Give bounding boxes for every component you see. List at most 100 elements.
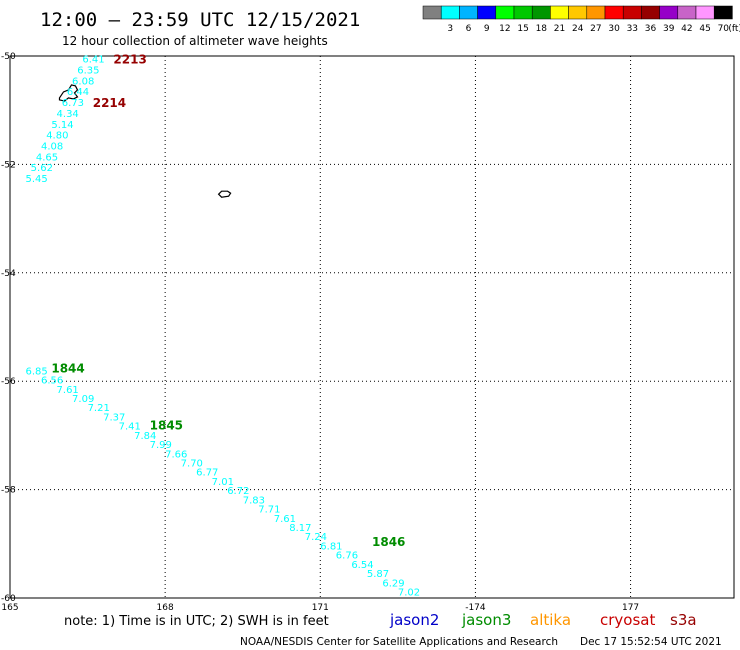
scale-swatch xyxy=(604,5,624,20)
swh-value-label: 7.21 xyxy=(88,403,110,414)
swh-value-label: 4.34 xyxy=(57,109,79,120)
plot-area: 165 168 171 -174 177-50-52-54-56-58-606.416.… xyxy=(1,52,735,613)
swh-value-label: 7.71 xyxy=(258,505,280,516)
scale-tick-label: 9 xyxy=(484,24,490,34)
time-label: 1844 xyxy=(51,362,84,376)
legend-jason2: jason2 xyxy=(389,611,439,629)
scale-swatch xyxy=(422,5,442,20)
footer-timestamp: Dec 17 15:52:54 UTC 2021 xyxy=(580,636,722,648)
swh-value-label: 7.61 xyxy=(57,385,79,396)
time-label: 2213 xyxy=(113,53,146,67)
scale-tick-label: 21 xyxy=(554,24,565,34)
scale-swatch xyxy=(513,5,533,20)
satellite-legend: jason2 jason3 altika cryosat s3a xyxy=(389,611,697,629)
scale-tick-label: 18 xyxy=(536,24,548,34)
legend-altika: altika xyxy=(530,611,571,629)
swh-value-label: 4.65 xyxy=(36,152,58,163)
scale-swatch xyxy=(440,5,460,20)
swh-value-label: 7.37 xyxy=(103,412,125,423)
swh-value-label: 7.02 xyxy=(398,587,420,598)
scale-tick-label: 33 xyxy=(627,24,638,34)
scale-swatch xyxy=(568,5,588,20)
scale-swatch xyxy=(622,5,642,20)
swh-value-label: 5.62 xyxy=(31,163,53,174)
time-label: 1845 xyxy=(150,419,183,433)
swh-value-label: 7.61 xyxy=(274,514,296,525)
footer: note: 1) Time is in UTC; 2) SWH is in fe… xyxy=(64,611,722,648)
scale-swatch xyxy=(586,5,606,20)
scale-tick-label: 6 xyxy=(466,24,472,34)
swh-value-label: 5.87 xyxy=(367,569,389,580)
scale-tick-label: 42 xyxy=(681,24,692,34)
legend-s3a: s3a xyxy=(670,611,697,629)
scale-swatch xyxy=(550,5,569,20)
swh-value-label: 6.85 xyxy=(26,366,48,377)
scale-swatch xyxy=(531,5,551,20)
swh-value-label: 7.84 xyxy=(134,431,156,442)
y-tick-label: -50 xyxy=(1,52,16,62)
scale-swatch xyxy=(677,5,697,20)
scale-swatch xyxy=(495,5,515,20)
time-label: 2214 xyxy=(93,96,126,110)
scale-swatch xyxy=(641,5,660,20)
scale-swatch xyxy=(459,5,478,20)
swh-value-label: 7.24 xyxy=(305,532,327,543)
swh-value-label: 4.80 xyxy=(46,131,68,142)
swh-value-label: 8.17 xyxy=(289,523,311,534)
swh-value-label: 6.77 xyxy=(196,468,218,479)
scale-tick-label: 3 xyxy=(447,24,453,34)
swh-value-label: 6.44 xyxy=(67,87,89,98)
swh-value-label: 4.08 xyxy=(41,141,63,152)
swh-value-label: 6.41 xyxy=(82,55,104,66)
swh-value-label: 5.14 xyxy=(51,120,73,131)
swh-value-label: 6.72 xyxy=(227,486,249,497)
scale-tick-label: 24 xyxy=(572,24,584,34)
swh-value-label: 7.70 xyxy=(181,459,203,470)
x-tick-label: 168 xyxy=(157,603,174,613)
y-tick-label: -52 xyxy=(1,160,16,170)
x-tick-label: -174 xyxy=(465,603,486,613)
y-tick-label: -58 xyxy=(1,486,16,496)
footer-credit: NOAA/NESDIS Center for Satellite Applica… xyxy=(240,636,558,648)
swh-value-label: 6.35 xyxy=(77,66,99,77)
swh-value-label: 7.99 xyxy=(150,440,172,451)
plot-frame xyxy=(9,55,735,599)
x-tick-label: 177 xyxy=(622,603,639,613)
x-tick-label: 171 xyxy=(312,603,329,613)
scale-tick-label: 12 xyxy=(499,24,510,34)
swh-value-label: 6.29 xyxy=(382,578,404,589)
scale-tick-label: 27 xyxy=(590,24,601,34)
track-cryosat: 6.416.356.086.446.734.345.144.804.084.65… xyxy=(26,53,147,185)
scale-swatch xyxy=(695,5,715,20)
swh-value-label: 6.54 xyxy=(351,560,373,571)
scale-tick-label: 70 xyxy=(718,24,730,34)
swh-value-label: 6.08 xyxy=(72,76,94,87)
swh-value-label: 6.73 xyxy=(62,98,84,109)
time-label: 1846 xyxy=(372,535,405,549)
swh-value-label: 5.45 xyxy=(26,174,48,185)
scale-tick-label: 39 xyxy=(663,24,675,34)
campbell-island-coast xyxy=(217,190,232,198)
scale-tick-label: 15 xyxy=(517,24,528,34)
legend-jason3: jason3 xyxy=(461,611,511,629)
y-tick-label: -60 xyxy=(1,594,16,604)
swh-value-label: 7.66 xyxy=(165,449,187,460)
y-tick-label: -54 xyxy=(1,269,16,279)
swh-value-label: 6.56 xyxy=(41,376,63,387)
scale-swatch xyxy=(659,5,679,20)
scale-tick-label: 30 xyxy=(608,24,620,34)
swh-value-label: 6.76 xyxy=(336,551,358,562)
scale-unit-label: (ft) xyxy=(728,24,740,34)
scale-tick-label: 45 xyxy=(699,24,710,34)
footer-note: note: 1) Time is in UTC; 2) SWH is in fe… xyxy=(64,614,329,629)
swh-value-label: 6.81 xyxy=(320,541,342,552)
scale-swatch xyxy=(713,5,733,20)
scale-tick-label: 36 xyxy=(645,24,657,34)
swh-value-label: 7.09 xyxy=(72,394,94,405)
chart-subtitle: 12 hour collection of altimeter wave hei… xyxy=(62,34,328,48)
scale-swatch xyxy=(477,5,497,20)
track-jason3: 6.856.567.617.097.217.377.417.847.997.66… xyxy=(26,362,421,599)
y-tick-label: -56 xyxy=(1,377,16,387)
